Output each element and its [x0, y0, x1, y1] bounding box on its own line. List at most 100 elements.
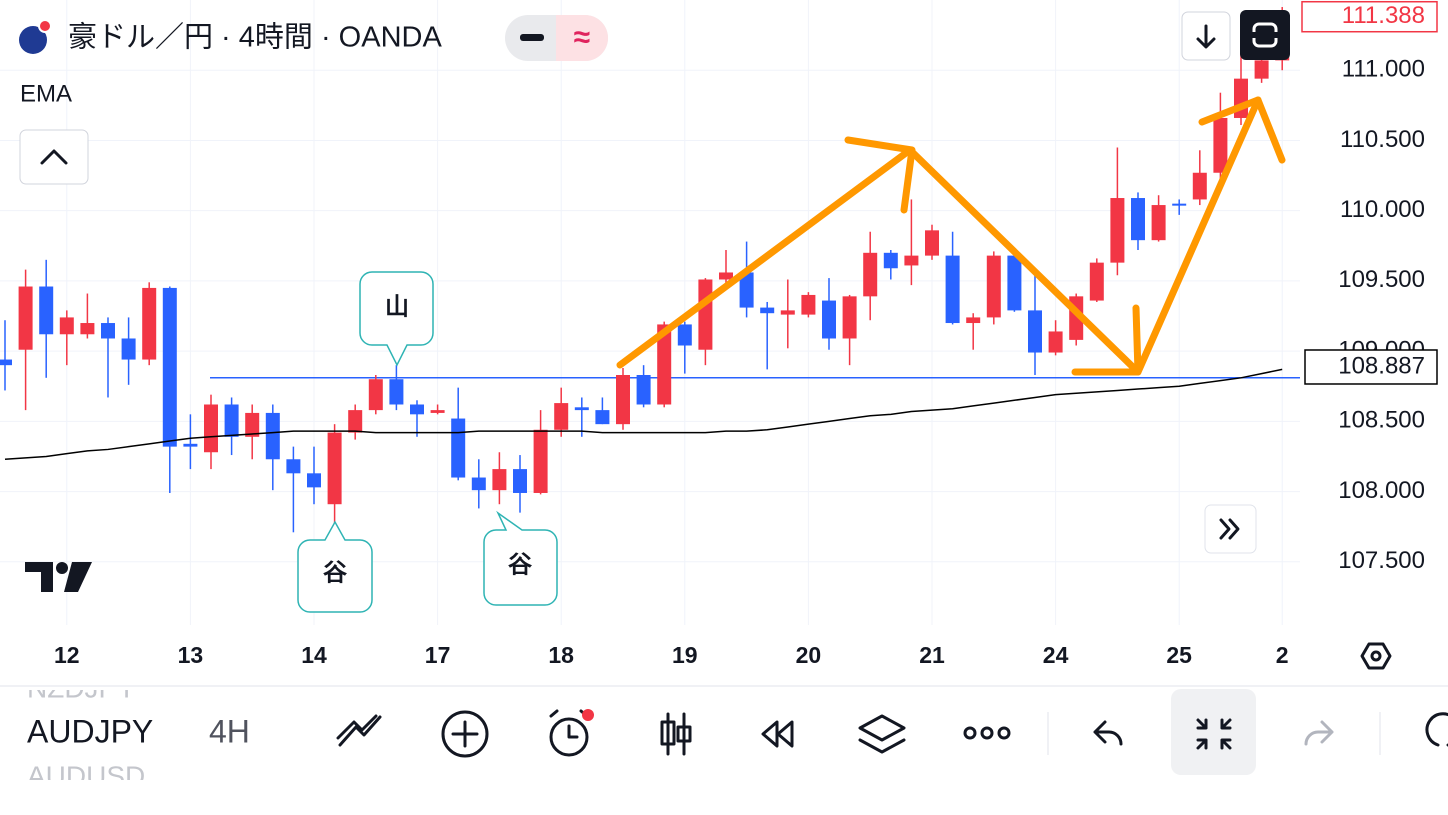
collapse-icon	[1196, 718, 1232, 750]
candle-body	[389, 379, 404, 405]
candle-body	[657, 324, 672, 405]
orange-drawing	[616, 96, 1286, 376]
candle-body	[1089, 262, 1104, 301]
settings-icon[interactable]	[1360, 642, 1392, 670]
dash-icon	[520, 34, 544, 41]
candle-body	[739, 272, 754, 308]
last-price-label: 111.388	[1342, 2, 1425, 29]
status-badge: ≈	[574, 21, 590, 54]
x-tick-label: 2	[1276, 642, 1289, 668]
y-tick-label: 110.000	[1340, 196, 1425, 223]
flag-icon	[19, 26, 47, 54]
candle-body	[698, 279, 713, 350]
candle-body	[1192, 172, 1207, 200]
candles-icon	[660, 720, 676, 746]
axes: 107.500108.000108.500109.000109.500110.0…	[54, 0, 1438, 668]
candle-body	[842, 296, 857, 339]
add-icon[interactable]	[441, 710, 489, 758]
callout-text: 山	[385, 293, 409, 320]
y-tick-label: 108.500	[1338, 407, 1425, 434]
candle-body	[410, 404, 424, 415]
ema-price-box	[1304, 349, 1438, 385]
symbol-picker[interactable]: NZDJPY AUDUSD	[27, 672, 145, 791]
ema-line	[4, 368, 1283, 461]
candles-icon	[676, 725, 692, 743]
candle-body	[348, 410, 363, 433]
x-tick-label: 17	[425, 642, 451, 668]
callouts	[297, 271, 558, 613]
alert-icon[interactable]	[549, 717, 589, 757]
candle-body	[1131, 198, 1145, 241]
candle-body	[245, 412, 260, 437]
candle-body	[307, 473, 321, 488]
candle-body	[925, 230, 939, 256]
callout-text: 谷	[323, 559, 348, 586]
candle-body	[327, 432, 342, 505]
candle-body	[822, 300, 836, 339]
settings-icon	[1370, 650, 1382, 662]
drawing-icon[interactable]	[336, 714, 382, 747]
candle-body	[59, 317, 74, 335]
candle-body	[1007, 255, 1022, 311]
candle-body	[945, 255, 960, 324]
candle-body	[863, 252, 878, 297]
candle-body	[18, 286, 33, 350]
alert-dot	[582, 709, 594, 721]
candle-body	[471, 477, 486, 491]
add-icon	[451, 720, 479, 748]
symbol-title: 豪ドル／円 · 4時間 · OANDA	[68, 21, 442, 54]
idea-icon[interactable]	[1425, 712, 1448, 747]
replay-icon[interactable]	[761, 720, 794, 748]
candle-body	[101, 323, 115, 339]
x-tick-label: 19	[672, 642, 698, 668]
flag-icon	[38, 19, 52, 33]
layers-icon[interactable]	[858, 714, 906, 754]
candle-body	[430, 410, 445, 413]
status-pill	[556, 15, 608, 61]
x-tick-label: 13	[178, 642, 204, 668]
indicator-label: EMA	[20, 80, 72, 107]
candle-body	[719, 272, 733, 280]
candle-body	[183, 443, 198, 447]
x-tick-label: 20	[796, 642, 822, 668]
prev-symbol: NZDJPY	[27, 672, 136, 703]
x-tick-label: 24	[1043, 642, 1069, 668]
candle-body	[760, 307, 775, 314]
zoom-button[interactable]	[1171, 689, 1256, 775]
candle-body	[1048, 331, 1063, 353]
undo-icon[interactable]	[1093, 720, 1123, 746]
candle-body	[1254, 60, 1269, 79]
candle-body	[1172, 203, 1187, 206]
tv-logo	[25, 562, 92, 592]
candle-body	[677, 324, 692, 346]
candle-body	[883, 252, 898, 269]
candle-body	[1213, 117, 1228, 173]
candle-body	[574, 407, 589, 411]
candle-body	[204, 404, 218, 453]
candle-body	[986, 255, 1001, 318]
chevron-icon	[40, 149, 68, 165]
more-icon[interactable]	[963, 726, 1011, 740]
next-symbol: AUDUSD	[27, 760, 145, 791]
candle-body	[1110, 198, 1125, 263]
redo-icon[interactable]	[1304, 720, 1334, 746]
y-tick-label: 108.000	[1338, 477, 1425, 504]
candle-body	[1151, 205, 1166, 241]
candle-body	[801, 294, 816, 315]
symbol[interactable]: AUDJPY	[27, 713, 153, 749]
y-tick-label: 111.000	[1342, 56, 1425, 83]
candle-body	[904, 255, 919, 266]
x-tick-label: 25	[1166, 642, 1192, 668]
grid	[0, 0, 1300, 625]
x-tick-label: 14	[301, 642, 327, 668]
collapse-button[interactable]	[19, 129, 89, 185]
candles-icon[interactable]	[666, 712, 686, 756]
interval[interactable]: 4H	[209, 713, 250, 749]
x-tick-label: 21	[919, 642, 945, 668]
candle-body	[142, 287, 157, 360]
candle-body	[595, 410, 610, 425]
candle-body	[533, 429, 548, 493]
candle-body	[80, 323, 95, 335]
candle-body	[368, 379, 383, 411]
